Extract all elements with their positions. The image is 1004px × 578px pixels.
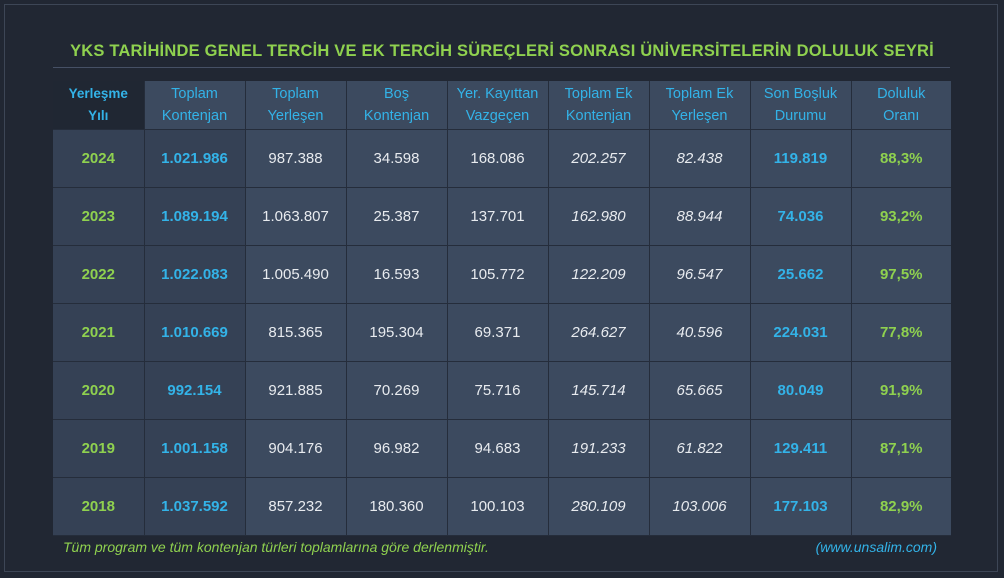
cell-ek-kontenjan: 280.109 [547, 477, 649, 536]
cell-year: 2019 [53, 419, 144, 478]
table-row: 2024 1.021.986 987.388 34.598 168.086 202.257… [53, 129, 951, 188]
header-toplam-kontenjan: Toplam Kontenjan [143, 81, 245, 130]
cell-son-bosluk: 25.662 [749, 245, 851, 304]
cell-son-bosluk: 224.031 [749, 303, 851, 362]
cell-son-bosluk: 74.036 [749, 187, 851, 246]
cell-year: 2020 [53, 361, 144, 420]
cell-toplam-yerlesen: 904.176 [244, 419, 346, 478]
cell-son-bosluk: 129.411 [749, 419, 851, 478]
cell-ek-yerlesen: 61.822 [648, 419, 750, 478]
cell-son-bosluk: 119.819 [749, 129, 851, 188]
table-row: 2020 992.154 921.885 70.269 75.716 145.714 65.… [53, 361, 951, 420]
cell-doluluk-orani: 77,8% [850, 303, 951, 362]
footer-site: (www.unsalim.com) [815, 539, 937, 555]
cell-year: 2024 [53, 129, 144, 188]
cell-doluluk-orani: 93,2% [850, 187, 951, 246]
footer-note: Tüm program ve tüm kontenjan türleri top… [63, 539, 489, 555]
page-frame [4, 4, 998, 572]
cell-bos-kontenjan: 195.304 [345, 303, 447, 362]
header-yerlesme-yili: Yerleşme Yılı [53, 81, 144, 130]
header-bos-kontenjan: Boş Kontenjan [345, 81, 447, 130]
cell-bos-kontenjan: 96.982 [345, 419, 447, 478]
cell-ek-yerlesen: 88.944 [648, 187, 750, 246]
cell-ek-yerlesen: 40.596 [648, 303, 750, 362]
cell-toplam-kontenjan: 1.022.083 [143, 245, 245, 304]
header-toplam-yerlesen: Toplam Yerleşen [244, 81, 346, 130]
table-row: 2021 1.010.669 815.365 195.304 69.371 264.627… [53, 303, 951, 362]
cell-toplam-yerlesen: 921.885 [244, 361, 346, 420]
cell-year: 2022 [53, 245, 144, 304]
cell-ek-yerlesen: 65.665 [648, 361, 750, 420]
cell-year: 2018 [53, 477, 144, 536]
cell-toplam-yerlesen: 815.365 [244, 303, 346, 362]
cell-year: 2021 [53, 303, 144, 362]
cell-toplam-kontenjan: 992.154 [143, 361, 245, 420]
cell-toplam-kontenjan: 1.010.669 [143, 303, 245, 362]
header-row: Yerleşme Yılı Toplam Kontenjan Toplam Yerle… [53, 81, 951, 130]
cell-year: 2023 [53, 187, 144, 246]
cell-doluluk-orani: 97,5% [850, 245, 951, 304]
cell-son-bosluk: 80.049 [749, 361, 851, 420]
table-row: 2018 1.037.592 857.232 180.360 100.103 280.10… [53, 477, 951, 536]
cell-toplam-yerlesen: 857.232 [244, 477, 346, 536]
cell-kayittan-vazgecen: 168.086 [446, 129, 548, 188]
cell-bos-kontenjan: 34.598 [345, 129, 447, 188]
cell-doluluk-orani: 88,3% [850, 129, 951, 188]
table-row: 2022 1.022.083 1.005.490 16.593 105.772 122.2… [53, 245, 951, 304]
header-ek-yerlesen: Toplam Ek Yerleşen [648, 81, 750, 130]
cell-son-bosluk: 177.103 [749, 477, 851, 536]
cell-ek-yerlesen: 82.438 [648, 129, 750, 188]
table-row: 2019 1.001.158 904.176 96.982 94.683 191.233 6… [53, 419, 951, 478]
cell-kayittan-vazgecen: 69.371 [446, 303, 548, 362]
cell-kayittan-vazgecen: 105.772 [446, 245, 548, 304]
cell-ek-kontenjan: 145.714 [547, 361, 649, 420]
cell-doluluk-orani: 87,1% [850, 419, 951, 478]
cell-ek-kontenjan: 122.209 [547, 245, 649, 304]
page-title: YKS TARİHİNDE GENEL TERCİH VE EK TERCİH … [70, 42, 934, 60]
cell-ek-yerlesen: 96.547 [648, 245, 750, 304]
cell-toplam-kontenjan: 1.089.194 [143, 187, 245, 246]
cell-bos-kontenjan: 70.269 [345, 361, 447, 420]
cell-kayittan-vazgecen: 94.683 [446, 419, 548, 478]
doluluk-table: Yerleşme Yılı Toplam Kontenjan Toplam Yerle… [53, 81, 951, 536]
cell-bos-kontenjan: 25.387 [345, 187, 447, 246]
cell-toplam-yerlesen: 1.005.490 [244, 245, 346, 304]
cell-toplam-yerlesen: 987.388 [244, 129, 346, 188]
cell-doluluk-orani: 91,9% [850, 361, 951, 420]
cell-toplam-kontenjan: 1.021.986 [143, 129, 245, 188]
cell-doluluk-orani: 82,9% [850, 477, 951, 536]
header-son-bosluk: Son Boşluk Durumu [749, 81, 851, 130]
cell-ek-kontenjan: 264.627 [547, 303, 649, 362]
cell-bos-kontenjan: 180.360 [345, 477, 447, 536]
header-ek-kontenjan: Toplam Ek Kontenjan [547, 81, 649, 130]
header-doluluk-orani: Doluluk Oranı [850, 81, 951, 130]
cell-kayittan-vazgecen: 75.716 [446, 361, 548, 420]
cell-kayittan-vazgecen: 100.103 [446, 477, 548, 536]
table-row: 2023 1.089.194 1.063.807 25.387 137.701 162.9… [53, 187, 951, 246]
cell-ek-kontenjan: 162.980 [547, 187, 649, 246]
cell-ek-yerlesen: 103.006 [648, 477, 750, 536]
title-divider [53, 67, 950, 68]
cell-ek-kontenjan: 191.233 [547, 419, 649, 478]
cell-toplam-kontenjan: 1.001.158 [143, 419, 245, 478]
cell-ek-kontenjan: 202.257 [547, 129, 649, 188]
cell-toplam-yerlesen: 1.063.807 [244, 187, 346, 246]
cell-bos-kontenjan: 16.593 [345, 245, 447, 304]
cell-toplam-kontenjan: 1.037.592 [143, 477, 245, 536]
header-kayittan-vazgecen: Yer. Kayıttan Vazgeçen [446, 81, 548, 130]
cell-kayittan-vazgecen: 137.701 [446, 187, 548, 246]
